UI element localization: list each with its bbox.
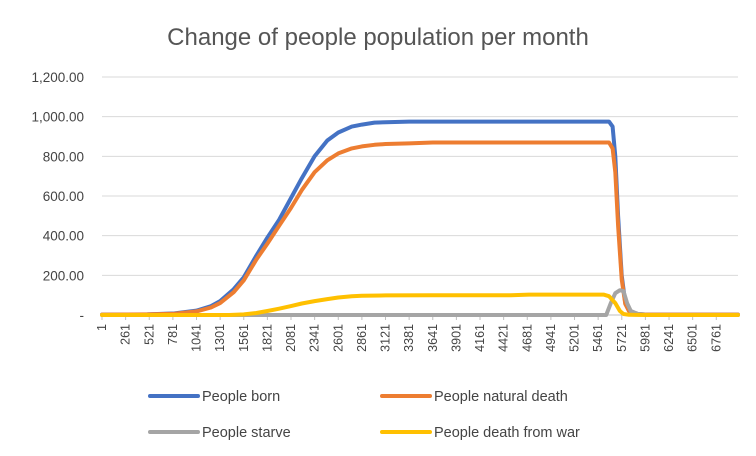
series-line-people-natural-death: [100, 140, 740, 317]
y-tick-label: 200.00: [43, 268, 84, 283]
x-tick-label: 1041: [190, 324, 204, 352]
x-tick-label: 261: [119, 324, 133, 345]
legend-item: People starve: [148, 425, 291, 441]
grid-lines: [102, 76, 738, 276]
x-tick-label: 2081: [284, 324, 298, 352]
x-tick-label: 4681: [520, 324, 534, 352]
legend-label: People death from war: [434, 425, 580, 441]
y-axis: - 200.00 400.00 600.00 800.00 1,000.00 1,200.0…: [31, 70, 84, 323]
x-tick-label: 521: [142, 324, 156, 345]
y-tick-label: 800.00: [43, 149, 84, 164]
x-tick-label: 5461: [591, 324, 605, 352]
x-tick-label: 2341: [308, 324, 322, 352]
x-tick-label: 3641: [426, 324, 440, 352]
legend-item: People born: [148, 389, 280, 405]
x-tick-label: 1: [95, 324, 109, 331]
x-tick-label: 3901: [449, 324, 463, 352]
series-lines: [100, 119, 740, 317]
x-tick-label: 3381: [402, 324, 416, 352]
series-line-people-born: [100, 119, 740, 317]
x-tick-label: 1561: [237, 324, 251, 352]
x-tick-label: 4941: [544, 324, 558, 352]
legend-item: People natural death: [380, 389, 568, 405]
legend: People born People natural death People st…: [148, 389, 580, 441]
legend-label: People natural death: [434, 389, 568, 405]
x-tick-label: 2861: [355, 324, 369, 352]
x-axis: 1 261 521 781 1041 1301 1561 1821 2081 2341 2601 28…: [95, 314, 738, 352]
x-tick-label: 4421: [497, 324, 511, 352]
x-tick-label: 1821: [260, 324, 274, 352]
y-tick-label: 600.00: [43, 189, 84, 204]
y-tick-label: 1,200.00: [31, 70, 84, 85]
x-tick-label: 6501: [686, 324, 700, 352]
y-tick-label: 400.00: [43, 229, 84, 244]
x-tick-label: 2601: [331, 324, 345, 352]
x-tick-label: 6761: [709, 324, 723, 352]
x-tick-label: 5981: [638, 324, 652, 352]
x-tick-label: 4161: [473, 324, 487, 352]
legend-label: People born: [202, 389, 280, 405]
y-tick-label: -: [80, 308, 85, 323]
x-tick-label: 5201: [568, 324, 582, 352]
series-line-people-death-from-war: [100, 292, 740, 317]
x-tick-label: 6241: [662, 324, 676, 352]
x-tick-label: 3121: [379, 324, 393, 352]
x-tick-label: 1301: [213, 324, 227, 352]
x-tick-label: 781: [166, 324, 180, 345]
x-tick-label: 5721: [615, 324, 629, 352]
legend-item: People death from war: [380, 425, 580, 441]
y-tick-label: 1,000.00: [31, 110, 84, 125]
legend-label: People starve: [202, 425, 291, 441]
chart-title: Change of people population per month: [167, 24, 589, 51]
